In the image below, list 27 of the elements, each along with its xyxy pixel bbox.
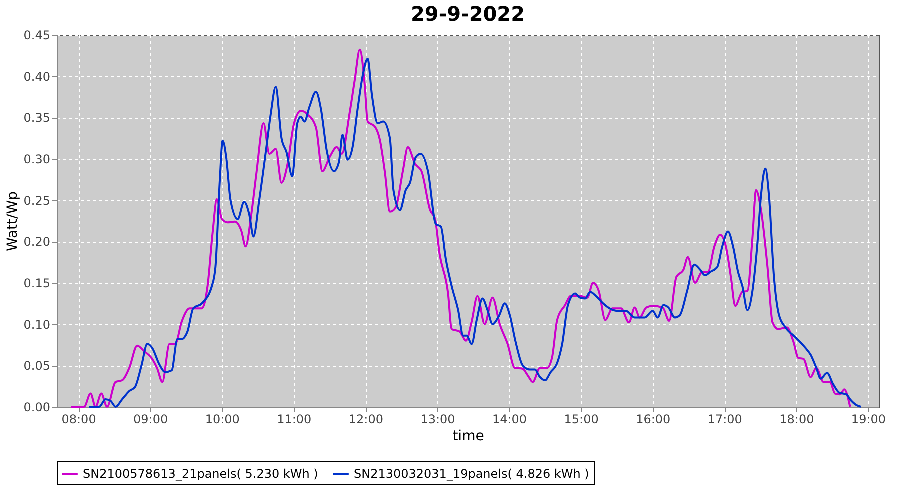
- y-tick-label: 0.35: [24, 111, 50, 126]
- x-tick-label: 12:00: [348, 412, 384, 426]
- x-tick-label: 08:00: [62, 412, 96, 426]
- y-tick-label: 0.30: [24, 152, 50, 166]
- y-tick-label: 0.05: [24, 359, 50, 374]
- y-tick-label: 0.45: [24, 28, 50, 42]
- x-tick-label: 14:00: [492, 412, 528, 426]
- x-tick-label: 18:00: [780, 412, 814, 426]
- x-tick-label: 11:00: [277, 412, 312, 426]
- y-tick-label: 0.25: [24, 194, 50, 208]
- x-tick-label: 15:00: [564, 412, 599, 426]
- legend-label: SN2130032031_19panels( 4.826 kWh ): [354, 467, 590, 481]
- y-tick-label: 0.15: [24, 276, 50, 290]
- y-tick-label: 0.00: [24, 400, 50, 414]
- x-tick-label: 10:00: [205, 412, 240, 426]
- y-tick-label: 0.10: [24, 318, 50, 332]
- chart-title: 29-9-2022: [410, 2, 526, 26]
- y-tick-label: 0.20: [24, 235, 50, 250]
- x-tick-label: 13:00: [420, 412, 456, 426]
- legend-label: SN2100578613_21panels( 5.230 kWh ): [83, 467, 318, 481]
- y-tick-label: 0.40: [24, 70, 50, 84]
- x-tick-label: 09:00: [134, 412, 168, 426]
- x-axis-title: time: [452, 428, 484, 444]
- x-tick-label: 19:00: [851, 412, 886, 426]
- x-tick-label: 17:00: [708, 412, 742, 426]
- x-tick-label: 16:00: [636, 412, 671, 426]
- y-axis-title: Watt/Wp: [4, 191, 21, 252]
